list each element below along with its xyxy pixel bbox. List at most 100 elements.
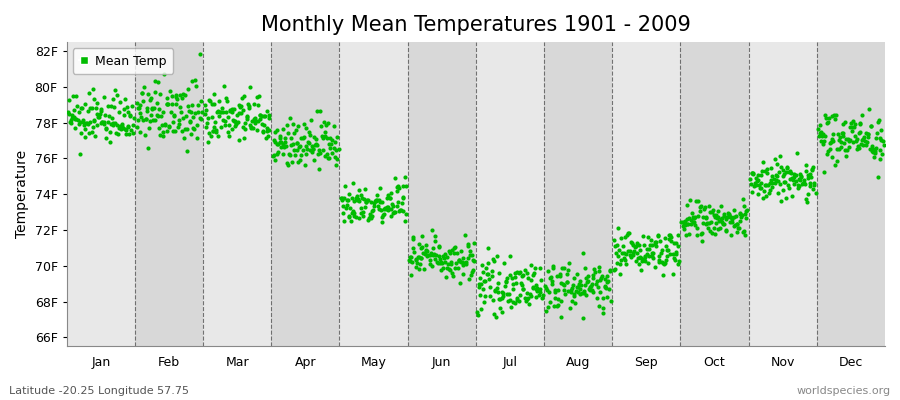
Point [824, 146, 838, 152]
Point [583, 284, 598, 290]
Point [190, 134, 204, 141]
Point [877, 138, 891, 144]
Point [176, 91, 191, 97]
Point [289, 127, 303, 133]
Point [667, 255, 681, 261]
Point [158, 121, 172, 127]
Point [617, 234, 632, 240]
Point [835, 130, 850, 136]
Point [251, 118, 266, 125]
Point [138, 132, 152, 138]
Point [826, 131, 841, 137]
Point [177, 135, 192, 141]
Point [509, 295, 524, 301]
Point [373, 206, 387, 212]
Point [259, 125, 274, 131]
Point [150, 79, 165, 85]
Point [104, 121, 118, 127]
Point [402, 256, 417, 263]
Point [394, 200, 409, 206]
Point [262, 127, 276, 134]
Point [858, 138, 872, 144]
Point [782, 169, 796, 175]
Point [850, 142, 865, 149]
Point [557, 282, 572, 288]
Point [201, 139, 215, 146]
Point [80, 120, 94, 126]
Point [256, 128, 270, 134]
Point [672, 258, 687, 264]
Point [451, 264, 465, 271]
Point [377, 211, 392, 217]
Point [814, 129, 828, 135]
Point [91, 113, 105, 120]
Point [200, 120, 214, 126]
Point [194, 116, 208, 122]
Point [652, 257, 666, 263]
Point [294, 152, 309, 158]
Point [182, 108, 196, 114]
Point [623, 248, 637, 254]
Point [133, 114, 148, 120]
Point [282, 150, 296, 157]
Point [245, 118, 259, 124]
Point [793, 171, 807, 177]
Point [751, 172, 765, 178]
Point [760, 165, 775, 172]
Point [543, 275, 557, 282]
Point [528, 286, 543, 292]
Point [608, 237, 622, 244]
Point [717, 213, 732, 219]
Point [676, 222, 690, 229]
Point [87, 95, 102, 102]
Point [772, 180, 787, 187]
Point [526, 272, 540, 278]
Point [165, 92, 179, 99]
Point [579, 274, 593, 281]
Point [813, 122, 827, 128]
Point [227, 105, 241, 112]
Point [824, 154, 839, 161]
Point [797, 181, 812, 187]
Point [204, 101, 219, 108]
Point [764, 165, 778, 172]
Point [222, 108, 237, 114]
Point [790, 182, 805, 188]
Point [176, 114, 190, 121]
Point [76, 116, 91, 123]
Point [461, 241, 475, 247]
Point [277, 139, 292, 146]
Point [185, 78, 200, 84]
Point [244, 124, 258, 131]
Point [243, 122, 257, 128]
Point [676, 219, 690, 226]
Point [529, 282, 544, 288]
Point [749, 175, 763, 181]
Point [736, 202, 751, 209]
Point [475, 262, 490, 268]
Point [259, 108, 274, 114]
Point [644, 236, 658, 243]
Point [341, 213, 356, 220]
Point [561, 288, 575, 294]
Point [149, 112, 164, 118]
Point [336, 210, 350, 216]
Point [713, 225, 727, 232]
Point [343, 205, 357, 211]
Point [554, 280, 568, 286]
Point [559, 279, 573, 286]
Point [526, 270, 541, 276]
Point [770, 177, 784, 183]
Point [232, 103, 247, 110]
Point [302, 129, 316, 135]
Point [61, 96, 76, 103]
Point [526, 285, 540, 291]
Point [164, 109, 178, 116]
Point [566, 281, 580, 288]
Point [595, 273, 609, 280]
Point [438, 251, 453, 257]
Point [579, 292, 593, 298]
Point [854, 137, 868, 144]
Point [682, 231, 697, 237]
Point [759, 193, 773, 199]
